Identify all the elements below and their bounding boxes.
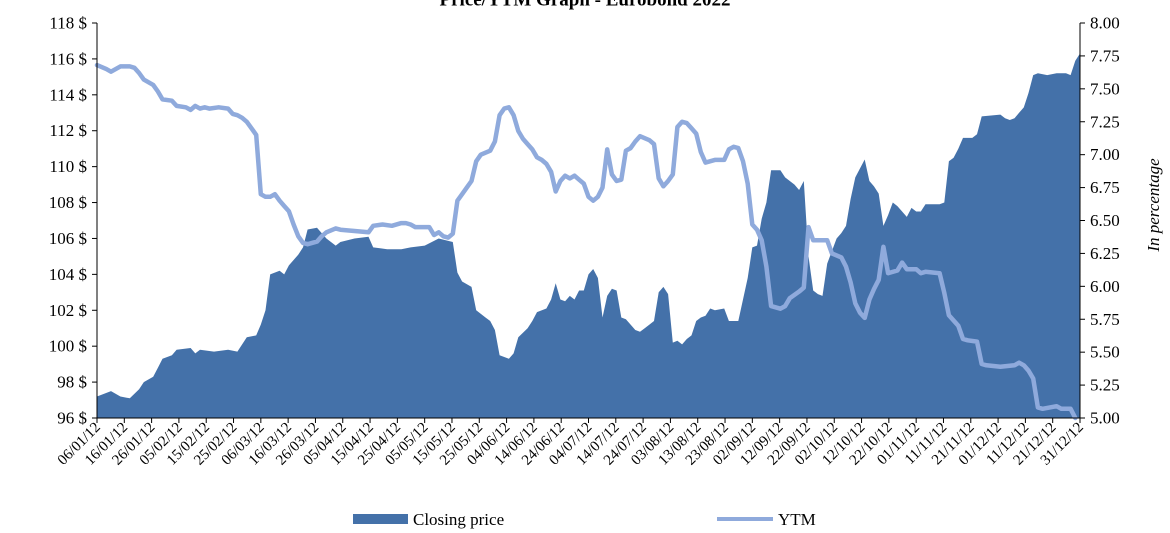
left-y-tick-label: 96 $ (57, 409, 87, 428)
left-y-tick-label: 106 $ (49, 229, 87, 248)
left-y-tick-label: 118 $ (49, 14, 87, 33)
legend-label-ytm: YTM (778, 510, 816, 529)
left-y-tick-label: 102 $ (49, 301, 87, 320)
x-axis: 06/01/1216/01/1226/01/1205/02/1215/02/12… (55, 418, 1087, 469)
left-y-axis: 96 $ 98 $ 100 $ 102 $ 104 $ 106 $ 108 $ 110 $ 11… (49, 14, 97, 428)
left-y-tick-label: 116 $ (49, 49, 87, 68)
right-y-tick-label: 6.25 (1090, 244, 1120, 263)
left-y-tick-label: 110 $ (49, 157, 87, 176)
legend: Closing price YTM (353, 510, 816, 529)
right-y-tick-label: 8.00 (1090, 14, 1120, 33)
left-y-tick-label: 100 $ (49, 337, 87, 356)
chart-title: Price/YTM Graph - Eurobond 2022 (440, 0, 731, 11)
left-y-tick-label: 114 $ (49, 85, 87, 104)
right-y-tick-label: 5.50 (1090, 343, 1120, 362)
legend-swatch-closing-price (353, 514, 408, 524)
right-y-tick-label: 7.25 (1090, 112, 1120, 131)
left-y-tick-label: 112 $ (49, 121, 87, 140)
right-axis-label: In percentage (1144, 158, 1163, 253)
right-y-axis: 5.00 5.25 5.50 5.75 6.00 6.25 6.50 6.75 7.00 7.25… (1080, 14, 1120, 428)
left-y-tick-label: 108 $ (49, 193, 87, 212)
right-y-tick-label: 7.50 (1090, 79, 1120, 98)
legend-label-closing-price: Closing price (413, 510, 504, 529)
left-y-tick-label: 98 $ (57, 373, 87, 392)
series-ytm-line (94, 62, 1078, 421)
right-y-tick-label: 6.75 (1090, 178, 1120, 197)
right-y-tick-label: 7.75 (1090, 46, 1120, 65)
right-y-tick-label: 6.00 (1090, 277, 1120, 296)
series-closing-price-area (97, 53, 1080, 418)
right-y-tick-label: 5.75 (1090, 310, 1120, 329)
left-y-tick-label: 104 $ (49, 265, 87, 284)
plot-area (94, 23, 1081, 421)
right-y-tick-label: 6.50 (1090, 211, 1120, 230)
right-y-tick-label: 7.00 (1090, 145, 1120, 164)
right-y-tick-label: 5.25 (1090, 376, 1120, 395)
right-y-tick-label: 5.00 (1090, 409, 1120, 428)
